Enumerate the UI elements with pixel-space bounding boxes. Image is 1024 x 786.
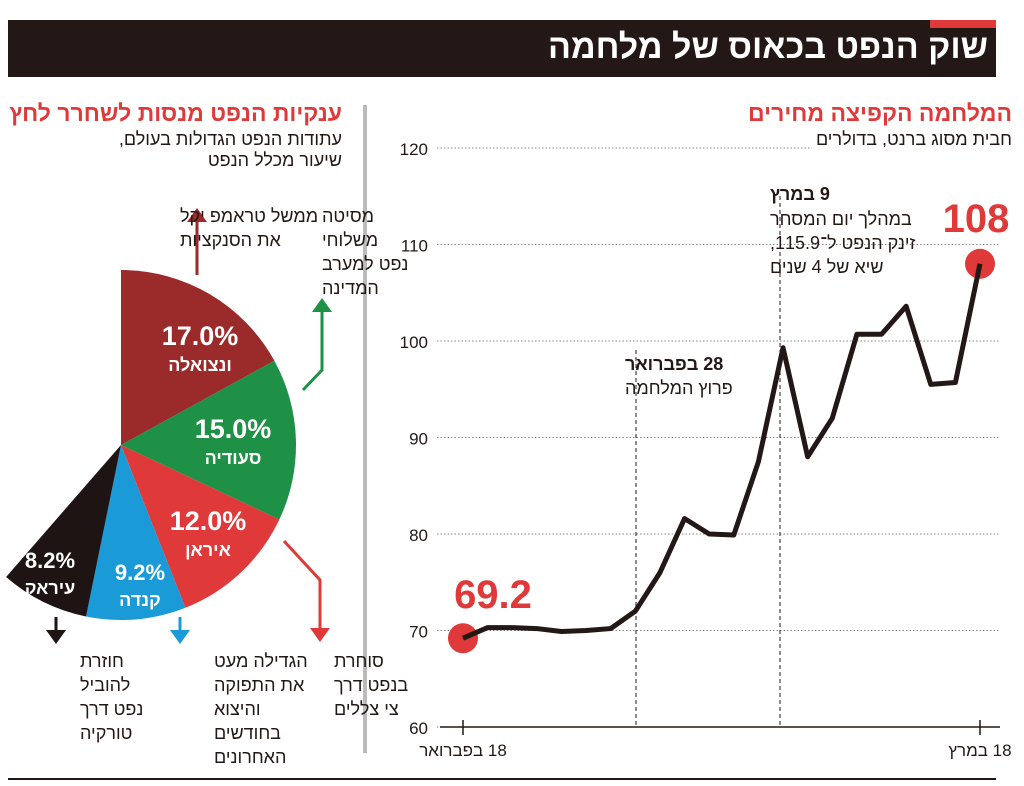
- canada-note: הגדילה מעט: [214, 651, 308, 671]
- slice-name-label: איראן: [185, 540, 231, 560]
- page-title: שוק הנפט בכאוס של מלחמה: [547, 28, 988, 66]
- annotation-text: במהלך יום המסחר: [770, 209, 912, 229]
- pie-subtitle-2: שיעור מכלל הנפט: [207, 150, 342, 170]
- y-tick-label: 70: [409, 623, 428, 642]
- saudi-arrow-arrowhead-icon: [312, 298, 332, 312]
- y-tick-label: 100: [400, 333, 428, 352]
- y-tick-label: 60: [409, 719, 428, 738]
- pie-slice-2: [121, 445, 280, 608]
- y-tick-label: 120: [400, 140, 428, 159]
- venezuela-note: את הסנקציות: [180, 230, 282, 250]
- start-value-label: 69.2: [454, 573, 532, 617]
- pie-chart-title: ענקיות הנפט מנסות לשחרר לחץ: [9, 100, 342, 126]
- pie-slice-0: [121, 270, 275, 445]
- venezuela-note: ממשל טראמפ יקל: [180, 206, 318, 226]
- canada-note: האחרונים: [214, 747, 286, 767]
- bottom-rule: [8, 778, 996, 780]
- annotation-text: זינק הנפט ל־115.9,: [770, 233, 916, 253]
- y-tick-label: 80: [409, 526, 428, 545]
- saudi-note: נפט למערב: [322, 254, 408, 274]
- iraq-note: נפט דרך: [80, 699, 143, 719]
- divider: [363, 105, 367, 753]
- line-chart-title: המלחמה הקפיצה מחירים: [748, 100, 1012, 126]
- canada-note: והיצוא: [214, 699, 261, 719]
- slice-name-label: עיראק: [25, 578, 76, 598]
- line-chart-subtitle: חבית מסוג ברנט, בדולרים: [815, 129, 1012, 149]
- slice-percent-label: 12.0%: [170, 506, 247, 536]
- iran-note: סוחרת: [334, 651, 384, 671]
- y-tick-label: 110: [401, 237, 428, 256]
- pie-slice-4: [6, 445, 121, 617]
- saudi-arrow-line: [301, 312, 324, 392]
- iraq-note: חוזרת: [80, 651, 124, 671]
- saudi-note: משלוחי: [322, 230, 378, 250]
- iraq-note: טורקיה: [80, 723, 132, 743]
- canada-note: בחודשים: [214, 723, 281, 743]
- saudi-note: מסיטה: [322, 206, 374, 226]
- annotation-text: פרוץ המלחמה: [625, 378, 733, 398]
- slice-name-label: סעודיה: [205, 448, 262, 468]
- x-tick-label: 18 בפברואר: [419, 741, 507, 760]
- y-tick-label: 90: [409, 430, 428, 449]
- slice-name-label: ונצואלה: [168, 355, 232, 375]
- pie-slice-1: [121, 360, 296, 520]
- slice-percent-label: 17.0%: [162, 321, 239, 351]
- saudi-note: המדינה: [322, 278, 379, 298]
- iran-arrow-arrowhead-icon: [310, 628, 330, 642]
- slice-percent-label: 8.2%: [25, 548, 75, 573]
- iraq-note: להוביל: [80, 675, 130, 695]
- annotation-title: 28 בפברואר: [625, 354, 723, 374]
- annotation-title: 9 במרץ: [770, 184, 830, 204]
- end-value-label: 108: [943, 197, 1010, 241]
- price-line: [462, 263, 983, 641]
- annotation-text: שיא של 4 שנים: [770, 257, 883, 277]
- slice-percent-label: 9.2%: [115, 560, 165, 585]
- iran-note: בנפט דרך: [334, 675, 408, 695]
- iran-note: צי צללים: [334, 699, 399, 719]
- x-tick-label: 18 במרץ: [948, 741, 1011, 760]
- iraq-arrow-arrowhead-icon: [46, 630, 66, 644]
- header-accent: [930, 20, 996, 28]
- slice-name-label: קנדה: [119, 590, 161, 610]
- venezuela-arrow-arrowhead-icon: [187, 208, 207, 222]
- canada-arrow-arrowhead-icon: [170, 630, 190, 644]
- pie-subtitle-1: עתודות הנפט הגדולות בעולם,: [118, 129, 342, 149]
- header-bar: [8, 20, 996, 77]
- pie-slice-3: [86, 445, 186, 620]
- iran-arrow-line: [282, 539, 322, 628]
- slice-percent-label: 15.0%: [195, 414, 272, 444]
- canada-note: את התפוקה: [214, 675, 305, 695]
